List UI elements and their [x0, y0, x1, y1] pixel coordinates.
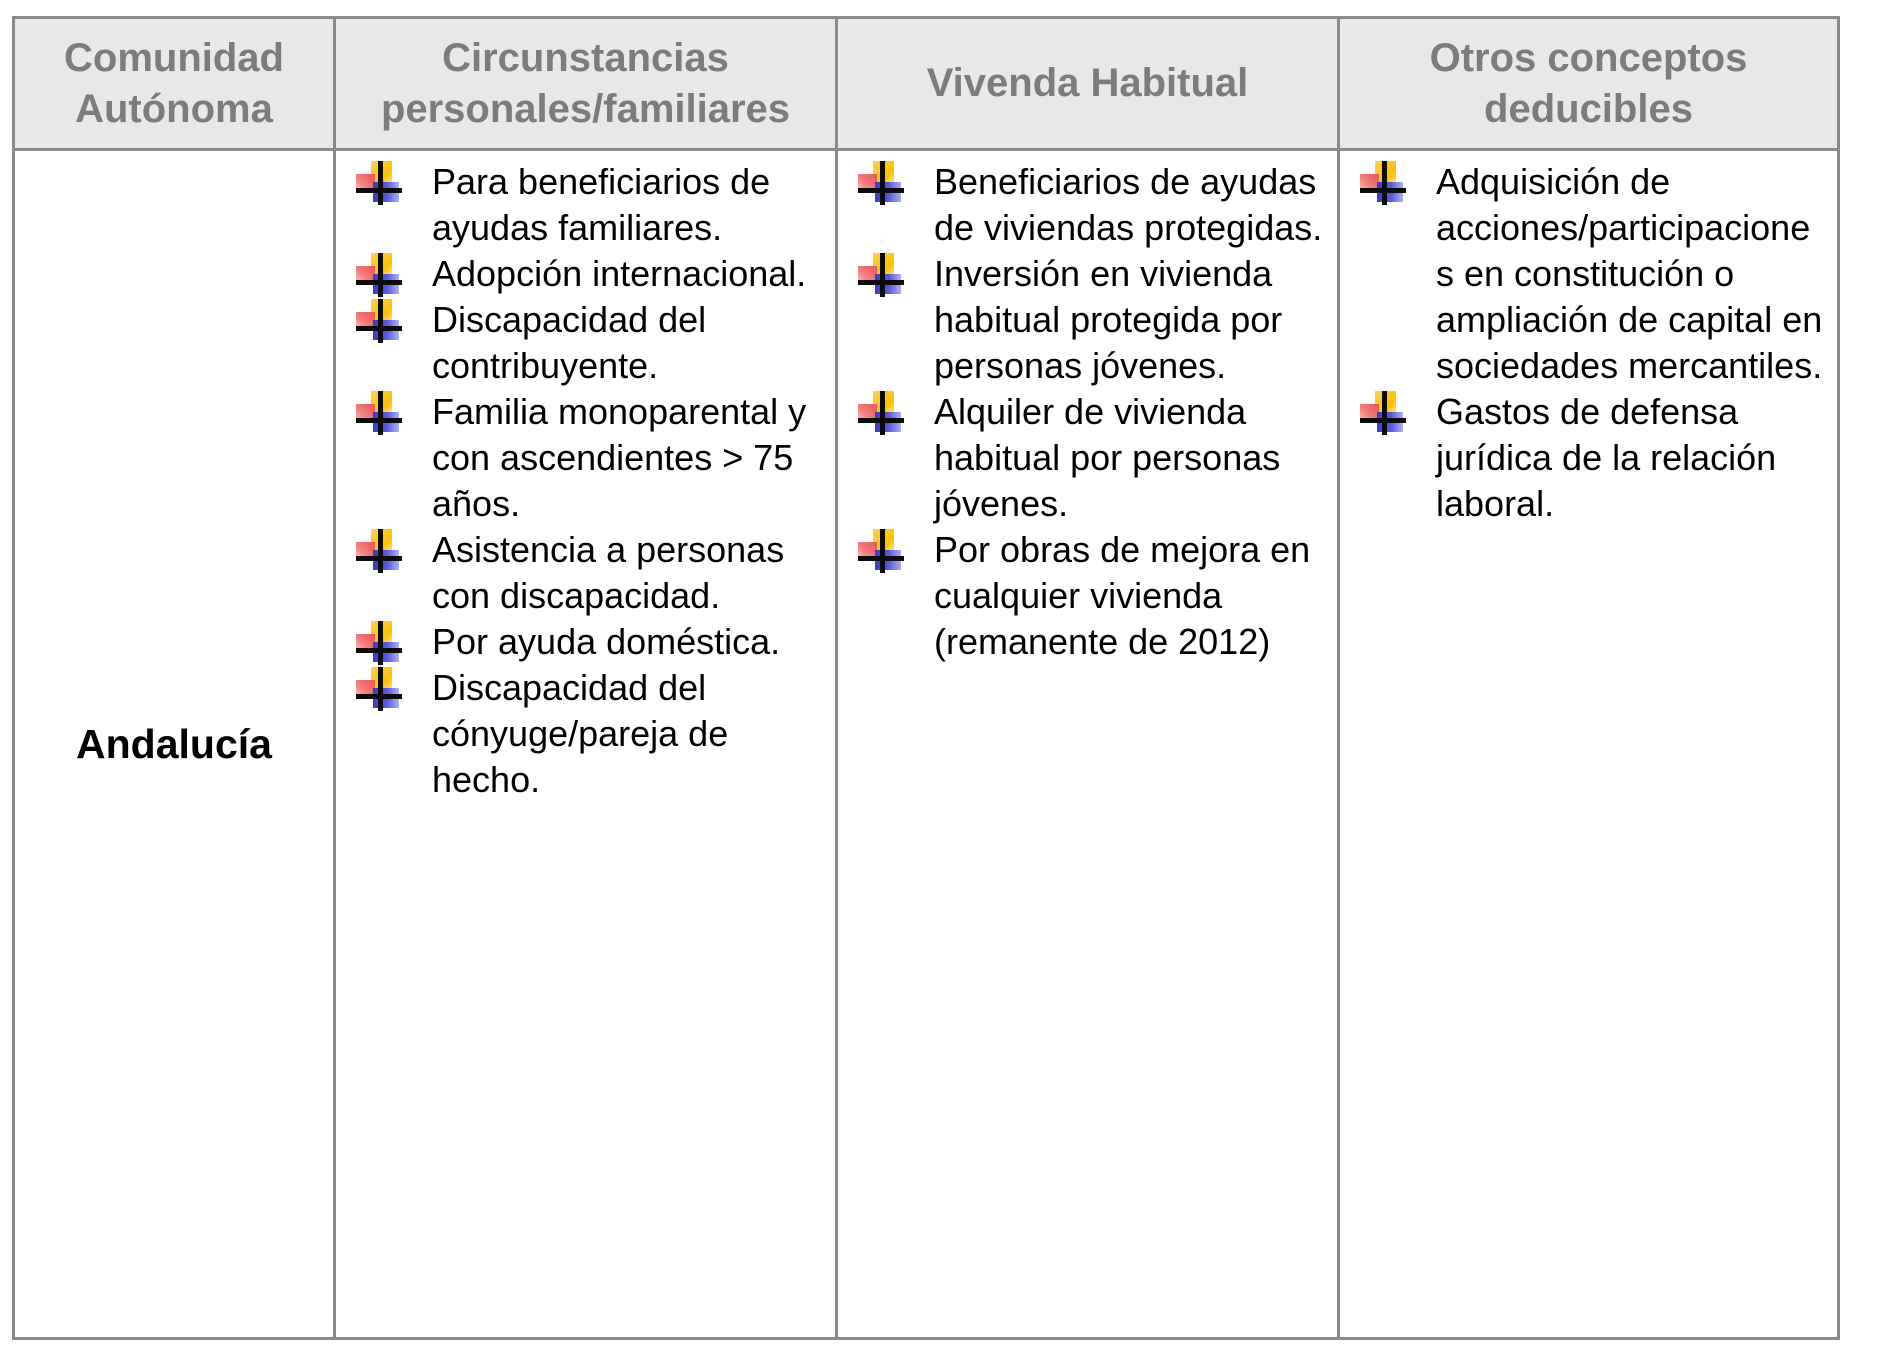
colored-cross-bullet-icon — [858, 529, 904, 573]
list-item: Alquiler de vivienda habitual por person… — [858, 389, 1327, 527]
colored-cross-bullet-icon — [356, 621, 402, 665]
list-item-text: Asistencia a personas con discapacidad. — [432, 529, 785, 616]
list-item-text: Inversión en vivienda habitual protegida… — [934, 253, 1283, 386]
list-item: Asistencia a personas con discapacidad. — [356, 527, 825, 619]
list-item-text: Por obras de mejora en cualquier viviend… — [934, 529, 1311, 662]
circunstancias-list: Para beneficiarios de ayudas familiares.… — [336, 151, 835, 811]
list-item: Familia monoparental y con ascendientes … — [356, 389, 825, 527]
colored-cross-bullet-icon — [356, 161, 402, 205]
otros-conceptos-list: Adquisición de acciones/participaciones … — [1340, 151, 1837, 535]
colored-cross-bullet-icon — [858, 253, 904, 297]
list-item-text: Adquisición de acciones/participaciones … — [1436, 161, 1823, 386]
column-header-circunstancias-personales-familiares: Circunstancias personales/familiares — [333, 16, 838, 151]
colored-cross-bullet-icon — [356, 667, 402, 711]
list-item-text: Para beneficiarios de ayudas familiares. — [432, 161, 771, 248]
list-item-text: Discapacidad del cónyuge/pareja de hecho… — [432, 667, 729, 800]
list-item-text: Adopción internacional. — [432, 253, 807, 294]
list-item: Para beneficiarios de ayudas familiares. — [356, 159, 825, 251]
colored-cross-bullet-icon — [858, 391, 904, 435]
list-item: Gastos de defensa jurídica de la relació… — [1360, 389, 1827, 527]
list-item: Discapacidad del contribuyente. — [356, 297, 825, 389]
colored-cross-bullet-icon — [356, 299, 402, 343]
vivienda-cell: Beneficiarios de ayudas de viviendas pro… — [835, 148, 1340, 1340]
colored-cross-bullet-icon — [1360, 391, 1406, 435]
list-item: Beneficiarios de ayudas de viviendas pro… — [858, 159, 1327, 251]
list-item-text: Por ayuda doméstica. — [432, 621, 781, 662]
colored-cross-bullet-icon — [356, 253, 402, 297]
regional-deductions-table: Comunidad Autónoma Circunstancias person… — [12, 16, 1840, 1340]
list-item: Adquisición de acciones/participaciones … — [1360, 159, 1827, 389]
list-item: Por ayuda doméstica. — [356, 619, 825, 665]
list-item-text: Beneficiarios de ayudas de viviendas pro… — [934, 161, 1323, 248]
table-row-andalucia: Andalucía Para beneficiarios de ayudas f… — [12, 148, 1840, 1340]
list-item: Adopción internacional. — [356, 251, 825, 297]
list-item-text: Familia monoparental y con ascendientes … — [432, 391, 807, 524]
circunstancias-cell: Para beneficiarios de ayudas familiares.… — [333, 148, 838, 1340]
region-name-cell: Andalucía — [12, 148, 336, 1340]
colored-cross-bullet-icon — [356, 391, 402, 435]
list-item-text: Gastos de defensa jurídica de la relació… — [1436, 391, 1777, 524]
colored-cross-bullet-icon — [1360, 161, 1406, 205]
list-item: Por obras de mejora en cualquier viviend… — [858, 527, 1327, 665]
column-header-vivenda-habitual: Vivenda Habitual — [835, 16, 1340, 151]
list-item: Discapacidad del cónyuge/pareja de hecho… — [356, 665, 825, 803]
otros-conceptos-cell: Adquisición de acciones/participaciones … — [1337, 148, 1840, 1340]
column-header-comunidad-autonoma: Comunidad Autónoma — [12, 16, 336, 151]
colored-cross-bullet-icon — [356, 529, 402, 573]
vivienda-list: Beneficiarios de ayudas de viviendas pro… — [838, 151, 1337, 673]
colored-cross-bullet-icon — [858, 161, 904, 205]
list-item-text: Discapacidad del contribuyente. — [432, 299, 707, 386]
list-item: Inversión en vivienda habitual protegida… — [858, 251, 1327, 389]
list-item-text: Alquiler de vivienda habitual por person… — [934, 391, 1281, 524]
column-header-otros-conceptos-deducibles: Otros conceptos deducibles — [1337, 16, 1840, 151]
table-header-row: Comunidad Autónoma Circunstancias person… — [12, 16, 1840, 151]
